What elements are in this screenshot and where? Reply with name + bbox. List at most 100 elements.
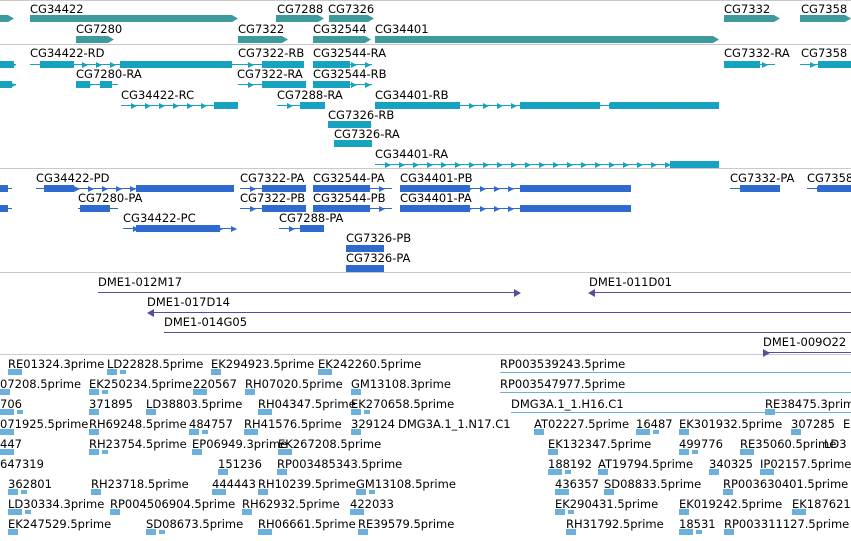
est-label[interactable]: RE38475.3prime bbox=[765, 397, 851, 411]
est-feature[interactable] bbox=[351, 389, 361, 395]
transcript-feature-exon[interactable] bbox=[313, 81, 350, 88]
gene-feature[interactable] bbox=[30, 15, 238, 22]
transcript-label[interactable]: CG34422-RC bbox=[121, 88, 195, 102]
gene-feature[interactable] bbox=[375, 36, 719, 43]
est-feature[interactable] bbox=[709, 469, 719, 475]
est-label[interactable]: 499776 bbox=[679, 437, 723, 451]
transcript-feature-exon[interactable] bbox=[0, 81, 12, 88]
est-feature[interactable] bbox=[89, 409, 99, 415]
transcript-feature-exon[interactable] bbox=[724, 61, 760, 68]
transcript-label[interactable]: CG7332-RA bbox=[724, 46, 790, 60]
est-feature[interactable] bbox=[242, 509, 252, 515]
transcript-feature-exon[interactable] bbox=[313, 61, 350, 68]
est-feature[interactable] bbox=[679, 429, 689, 435]
est-label[interactable]: 647319 bbox=[0, 457, 44, 471]
protein-label[interactable]: CG7322-PA bbox=[240, 171, 305, 185]
protein-feature-intron[interactable] bbox=[400, 208, 631, 209]
gene-label-cg7332[interactable]: CG7332 bbox=[724, 2, 771, 16]
est-label[interactable]: 07208.5prime bbox=[0, 377, 82, 391]
protein-label[interactable]: CG7326-PA bbox=[346, 251, 411, 265]
est-feature[interactable] bbox=[193, 389, 207, 395]
est-label[interactable]: RH04347.5prime bbox=[258, 397, 356, 411]
est-label[interactable]: LD30334.3prime bbox=[8, 497, 105, 511]
est-feature[interactable] bbox=[351, 409, 361, 415]
est-feature[interactable] bbox=[212, 489, 226, 495]
est-feature[interactable] bbox=[258, 409, 272, 415]
gene-label-cg34422[interactable]: CG34422 bbox=[30, 2, 84, 16]
protein-feature-exon[interactable] bbox=[520, 185, 631, 192]
est-feature[interactable] bbox=[740, 449, 754, 455]
clone-label[interactable]: DME1-014G05 bbox=[164, 315, 248, 329]
est-label[interactable]: AT19794.5prime bbox=[598, 457, 694, 471]
protein-feature-exon[interactable] bbox=[346, 245, 384, 252]
est-feature[interactable] bbox=[356, 489, 366, 495]
est-label[interactable]: EK270658.5prime bbox=[351, 397, 455, 411]
protein-feature-exon[interactable] bbox=[740, 185, 780, 192]
est-feature[interactable] bbox=[258, 489, 268, 495]
protein-label[interactable]: CG7358 bbox=[807, 171, 851, 185]
est-feature[interactable] bbox=[211, 369, 221, 375]
est-label[interactable]: 151236 bbox=[218, 457, 262, 471]
transcript-feature-exon[interactable] bbox=[818, 61, 851, 68]
transcript-feature-intron[interactable] bbox=[76, 84, 118, 85]
protein-feature-exon[interactable] bbox=[346, 265, 384, 272]
est-feature[interactable] bbox=[548, 449, 558, 455]
est-label[interactable]: EK250234.5prime bbox=[89, 377, 193, 391]
est-feature[interactable] bbox=[8, 529, 18, 535]
gene-feature[interactable] bbox=[313, 36, 371, 43]
est-label[interactable]: EK301932.5prime bbox=[679, 417, 783, 431]
transcript-feature-exon[interactable] bbox=[214, 102, 238, 109]
transcript-feature-intron[interactable] bbox=[375, 164, 719, 165]
est-feature[interactable] bbox=[318, 369, 332, 375]
est-label[interactable]: EK267208.5prime bbox=[278, 437, 382, 451]
transcript-label[interactable]: CG32544-RB bbox=[313, 67, 387, 81]
protein-label[interactable]: CG7332-PA bbox=[730, 171, 795, 185]
est-label[interactable]: 071925.5prime bbox=[0, 417, 89, 431]
protein-label[interactable]: CG34401-PA bbox=[400, 191, 472, 205]
est-feature[interactable] bbox=[548, 469, 562, 475]
est-feature[interactable] bbox=[8, 509, 22, 515]
est-feature[interactable] bbox=[369, 490, 375, 494]
est-label[interactable]: SD08673.5prime bbox=[146, 517, 244, 531]
est-feature[interactable] bbox=[0, 449, 14, 455]
gene-label-cg34401[interactable]: CG34401 bbox=[375, 22, 429, 36]
protein-feature-exon[interactable] bbox=[262, 205, 306, 212]
transcript-label[interactable]: CG34422-RD bbox=[30, 46, 105, 60]
transcript-label[interactable]: CG7280-RA bbox=[76, 67, 142, 81]
est-label[interactable]: EK294923.5prime bbox=[211, 357, 315, 371]
transcript-label[interactable]: CG7322-RB bbox=[238, 46, 305, 60]
est-label[interactable]: 16487 bbox=[636, 417, 673, 431]
est-feature[interactable] bbox=[120, 370, 126, 374]
est-label[interactable]: LD22828.5prime bbox=[107, 357, 204, 371]
protein-label[interactable]: CG7322-PB bbox=[240, 191, 306, 205]
est-label[interactable]: 436357 bbox=[555, 477, 599, 491]
est-feature[interactable] bbox=[568, 510, 574, 514]
gene-feature[interactable] bbox=[276, 15, 324, 22]
est-feature[interactable] bbox=[351, 429, 361, 435]
est-feature[interactable] bbox=[218, 469, 228, 475]
est-label[interactable]: EM bbox=[843, 417, 851, 431]
est-feature[interactable] bbox=[565, 470, 571, 474]
est-feature[interactable] bbox=[636, 429, 650, 435]
est-feature[interactable] bbox=[0, 409, 14, 415]
est-label[interactable]: 18531 bbox=[679, 517, 716, 531]
est-feature[interactable] bbox=[604, 489, 614, 495]
est-feature[interactable] bbox=[277, 469, 287, 475]
clone-label[interactable]: DME1-012M17 bbox=[98, 275, 183, 289]
est-label[interactable]: RH41576.5prime bbox=[244, 417, 342, 431]
est-feature[interactable] bbox=[17, 410, 23, 414]
est-label[interactable]: EK019242.5prime bbox=[679, 497, 783, 511]
est-feature[interactable] bbox=[102, 450, 108, 454]
est-label[interactable]: 706 bbox=[0, 397, 22, 411]
est-feature[interactable] bbox=[107, 369, 117, 375]
est-label[interactable]: 422033 bbox=[350, 497, 394, 511]
est-label[interactable]: 188192 bbox=[548, 457, 592, 471]
est-label[interactable]: RP003539243.5prime bbox=[500, 357, 626, 371]
est-label[interactable]: LD3 bbox=[824, 437, 847, 451]
est-label[interactable]: RE39579.5prime bbox=[358, 517, 455, 531]
protein-feature-exon[interactable] bbox=[300, 225, 324, 232]
clone-feature[interactable] bbox=[763, 352, 851, 353]
est-label[interactable]: DMG3A.1_1.H16.C1 bbox=[511, 397, 624, 411]
est-feature[interactable] bbox=[8, 369, 22, 375]
est-label[interactable]: RH10239.5prime bbox=[258, 477, 356, 491]
